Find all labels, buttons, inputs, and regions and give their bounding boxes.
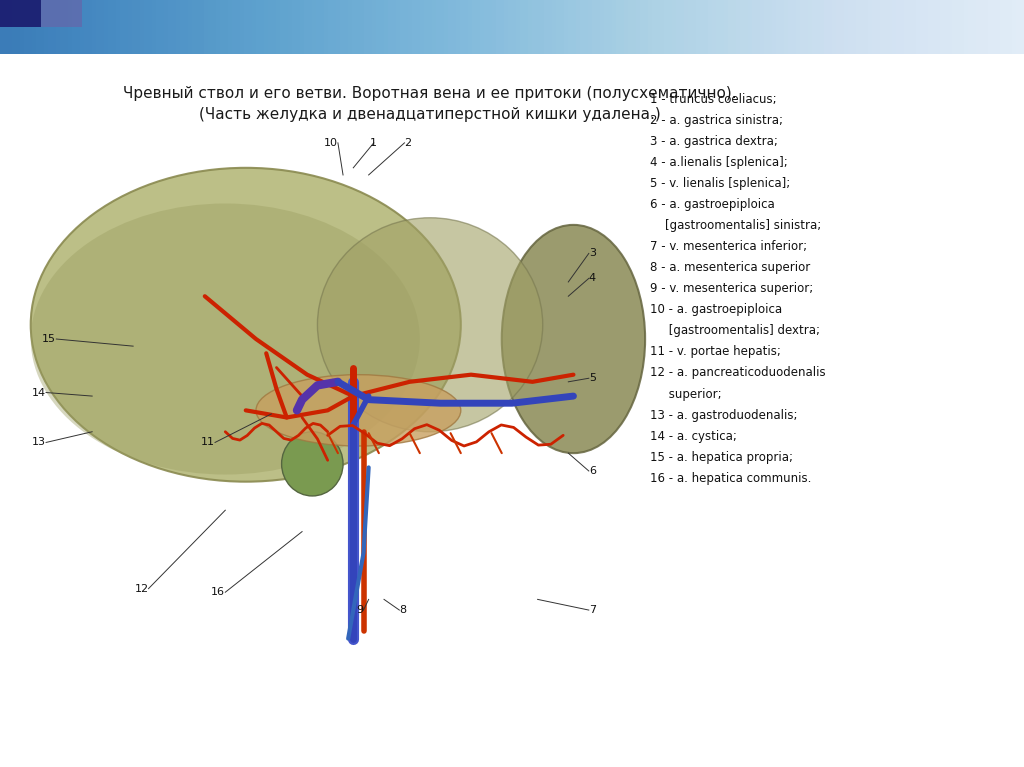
Text: 9: 9 <box>356 605 364 615</box>
Text: 15: 15 <box>42 334 56 344</box>
Text: 3 - a. gastrica dextra;: 3 - a. gastrica dextra; <box>650 135 778 148</box>
Text: 5 - v. lienalis [splenica];: 5 - v. lienalis [splenica]; <box>650 177 791 190</box>
Ellipse shape <box>256 374 461 446</box>
Bar <box>0 0 41 27</box>
Ellipse shape <box>31 168 461 482</box>
Text: 12: 12 <box>134 584 148 594</box>
Ellipse shape <box>317 218 543 432</box>
Text: 6 - a. gastroepiploica: 6 - a. gastroepiploica <box>650 198 775 211</box>
Text: superior;: superior; <box>650 387 722 400</box>
Text: 8: 8 <box>399 605 407 615</box>
Text: 9 - v. mesenterica superior;: 9 - v. mesenterica superior; <box>650 282 813 295</box>
Bar <box>41 0 82 27</box>
Text: 14: 14 <box>32 387 46 397</box>
Text: 13 - a. gastroduodenalis;: 13 - a. gastroduodenalis; <box>650 409 798 422</box>
Text: (Часть желудка и двенадцатиперстной кишки удалена.): (Часть желудка и двенадцатиперстной кишк… <box>200 107 660 122</box>
Text: 11 - v. portae hepatis;: 11 - v. portae hepatis; <box>650 345 781 358</box>
Text: 5: 5 <box>589 374 596 384</box>
Text: 16: 16 <box>211 588 225 597</box>
Text: 10: 10 <box>324 138 338 148</box>
Text: 13: 13 <box>32 437 46 447</box>
Text: 7: 7 <box>589 605 596 615</box>
Ellipse shape <box>31 203 420 475</box>
Text: 11: 11 <box>201 437 215 447</box>
Text: 14 - a. cystica;: 14 - a. cystica; <box>650 430 737 443</box>
Text: 7 - v. mesenterica inferior;: 7 - v. mesenterica inferior; <box>650 240 807 253</box>
Text: 15 - a. hepatica propria;: 15 - a. hepatica propria; <box>650 451 794 463</box>
Ellipse shape <box>502 225 645 453</box>
Text: 10 - a. gastroepiploica: 10 - a. gastroepiploica <box>650 304 782 316</box>
Text: [gastroomentalis] sinistra;: [gastroomentalis] sinistra; <box>650 219 821 232</box>
Text: 6: 6 <box>589 466 596 476</box>
Text: 1 - truncus coeliacus;: 1 - truncus coeliacus; <box>650 93 777 106</box>
Text: 2 - a. gastrica sinistra;: 2 - a. gastrica sinistra; <box>650 114 783 127</box>
Text: 8 - a. mesenterica superior: 8 - a. mesenterica superior <box>650 262 810 275</box>
Text: 4 - a.lienalis [splenica];: 4 - a.lienalis [splenica]; <box>650 156 788 169</box>
Text: [gastroomentalis] dextra;: [gastroomentalis] dextra; <box>650 324 820 337</box>
Text: 1: 1 <box>371 138 377 148</box>
Text: 2: 2 <box>404 138 412 148</box>
Text: 16 - a. hepatica communis.: 16 - a. hepatica communis. <box>650 472 812 485</box>
Ellipse shape <box>282 432 343 496</box>
Text: 3: 3 <box>589 249 596 258</box>
Text: 4: 4 <box>589 273 596 283</box>
Text: Чревный ствол и его ветви. Воротная вена и ее притоки (полусхематично).: Чревный ствол и его ветви. Воротная вена… <box>123 86 737 100</box>
Text: 12 - a. pancreaticoduodenalis: 12 - a. pancreaticoduodenalis <box>650 367 826 380</box>
